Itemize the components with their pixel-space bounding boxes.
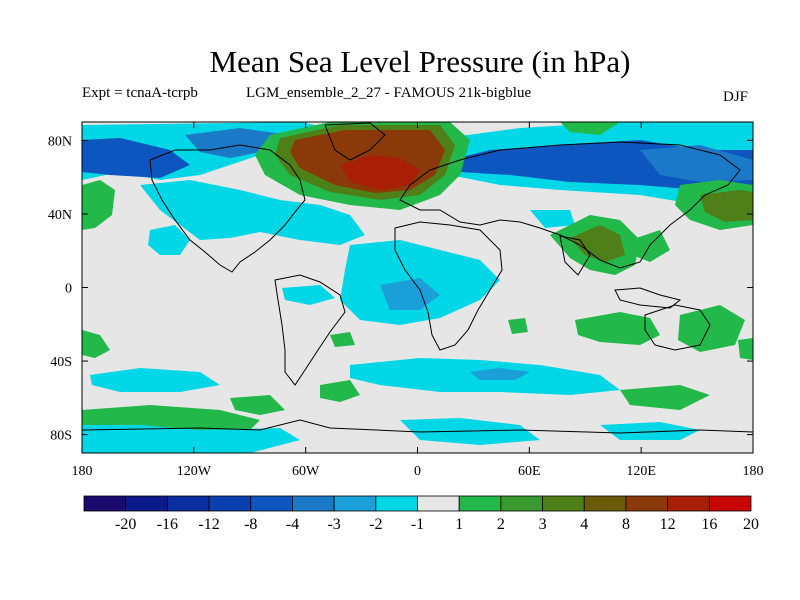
x-tick-label: 60W [292,464,320,479]
antarctic-cyan-west [82,425,300,453]
south-atlantic-blue-core [380,278,440,310]
colorbar-label: -2 [369,516,382,533]
southern-ocean-green-east [620,385,710,410]
colorbar-swatch [166,495,210,512]
y-tick-label: 40S [50,355,72,370]
south-pacific-green-east [738,338,753,360]
coastline-australia [644,304,711,351]
east-pacific-cyan-strip [282,285,335,305]
colorbar-label: -16 [157,516,178,533]
colorbar-swatch [458,495,502,512]
x-tick-label: 180 [72,464,93,479]
x-tick-label: 0 [414,464,421,479]
colorbar-swatch [500,495,543,512]
colorbar-label: -8 [244,516,257,533]
colorbar-label: 1 [455,516,463,533]
asia-olive-core [570,225,625,262]
north-pacific-low [82,138,190,178]
colorbar-swatch [625,495,669,512]
colorbar-label: -1 [411,516,424,533]
west-pacific-tropical-green [630,230,670,262]
southern-ocean-blue-core [470,368,530,380]
colorbar-swatch [292,495,335,512]
y-tick-label: 0 [65,282,72,297]
south-america-green [330,332,355,347]
y-tick-label: 40N [48,208,72,223]
x-tick-label: 120E [626,464,656,479]
colorbar-swatch [333,495,377,512]
coastline-south-america [274,274,346,386]
colorbar-label: -4 [286,516,299,533]
pacific-cyan-patch [148,225,190,255]
colorbar-label: 20 [743,516,759,533]
season-label: DJF [723,89,749,105]
colorbar-swatch [375,495,418,512]
colorbar-label: 8 [622,516,630,533]
north-atlantic-red-core [340,155,420,190]
antarctic-green-pacific [230,395,285,415]
east-pacific-olive [700,190,753,222]
coastline-north-america [149,144,306,273]
map-title: Mean Sea Level Pressure (in hPa) [209,44,631,79]
west-pacific-green [82,180,115,230]
coastlines [82,122,753,434]
x-tick-label: 60E [518,464,541,479]
y-axis: 80N 40N 0 40S 80S [48,134,753,444]
y-tick-label: 80S [50,429,72,444]
colorbar-label: -3 [327,516,340,533]
coastline-africa [394,221,503,351]
north-america-cyan [140,180,365,245]
y-tick-label: 80N [48,134,72,149]
indian-ocean-green [575,312,660,345]
experiment-label: Expt = tcnaA-tcrpb [82,85,198,101]
south-pacific-green-west [82,330,110,358]
colorbar-swatch [583,495,627,512]
east-asia-deep-low [640,145,753,182]
x-axis: 180 120W 60W 0 60E 120E 180 [72,122,764,479]
colorbar-label: -20 [115,516,136,533]
colorbar-swatch [708,495,752,512]
colorbar-label: 2 [497,516,505,533]
coastline-antarctica [82,419,753,434]
colorbar-swatch [417,495,460,512]
colorbar-swatch [208,495,252,512]
colorbar-label: 12 [660,516,676,533]
x-tick-label: 180 [743,464,764,479]
antarctic-cyan-east [600,422,700,440]
middle-east-cyan [530,210,575,228]
colorbar: -20 -16 -12 -8 -4 -3 -2 -1 1 2 3 4 8 12 16 20 [83,495,759,533]
coastline-indonesia [614,287,682,309]
arctic-green-cap [560,122,620,135]
southern-ocean-green-central [320,380,360,402]
colorbar-swatch [125,495,168,512]
coastline-greenland [324,122,386,161]
australia-green [678,305,745,352]
madagascar-green [508,318,528,334]
colorbar-swatch [542,495,585,512]
colorbar-label: 4 [580,516,588,533]
colorbar-label: 3 [539,516,547,533]
pressure-field [82,122,753,453]
colorbar-swatch [83,495,127,512]
colorbar-label: 16 [701,516,717,533]
colorbar-label: -12 [198,516,219,533]
run-label: LGM_ensemble_2_27 - FAMOUS 21k-bigblue [246,85,532,101]
coastline-europe-asia [399,141,741,269]
southern-ocean-cyan-west [90,368,220,392]
colorbar-swatch [250,495,293,512]
x-tick-label: 120W [177,464,212,479]
colorbar-swatch [667,495,710,512]
coastline-india [559,235,591,276]
